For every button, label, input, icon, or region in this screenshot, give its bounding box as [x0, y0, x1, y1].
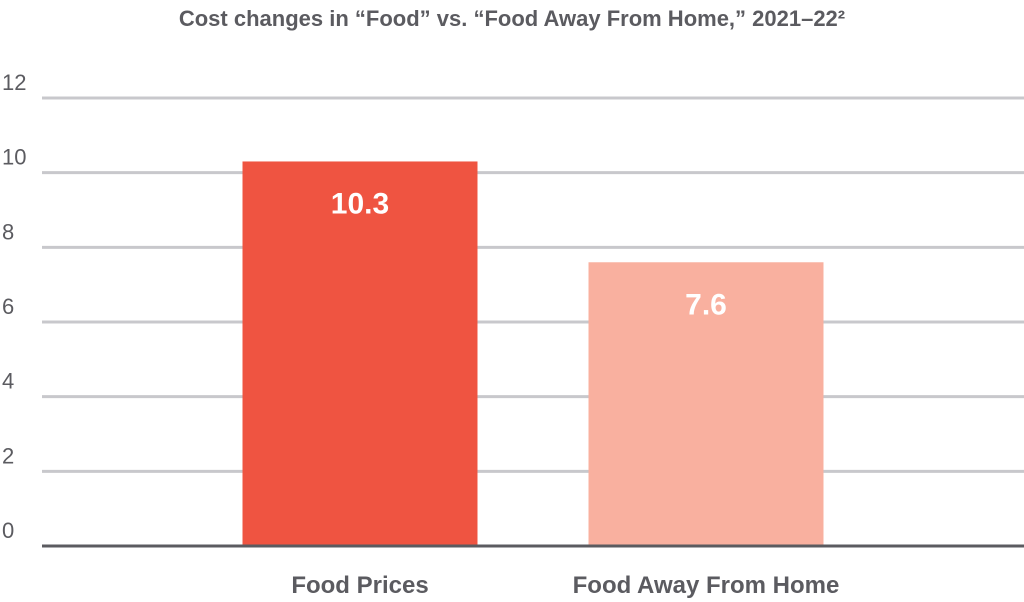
y-axis-tick-labels: 0 2 4 6 8 10 12 — [2, 70, 26, 543]
y-tick-label: 12 — [2, 70, 26, 95]
bars — [242, 161, 824, 546]
x-axis-category-labels: Food Prices Food Away From Home — [291, 572, 839, 599]
y-tick-label: 4 — [2, 369, 14, 394]
y-tick-label: 10 — [2, 145, 26, 170]
bar — [588, 262, 824, 546]
y-tick-label: 0 — [2, 518, 14, 543]
bar — [242, 161, 478, 546]
x-category-label: Food Away From Home — [573, 572, 840, 599]
x-category-label: Food Prices — [291, 572, 428, 599]
gridlines — [42, 96, 1024, 473]
bar-data-label: 7.6 — [685, 288, 727, 321]
chart-title: Cost changes in “Food” vs. “Food Away Fr… — [178, 6, 846, 31]
y-tick-label: 8 — [2, 219, 14, 244]
bar-data-labels: 10.3 7.6 — [331, 187, 727, 321]
y-tick-label: 6 — [2, 294, 14, 319]
y-tick-label: 2 — [2, 443, 14, 468]
bar-data-label: 10.3 — [331, 187, 389, 220]
